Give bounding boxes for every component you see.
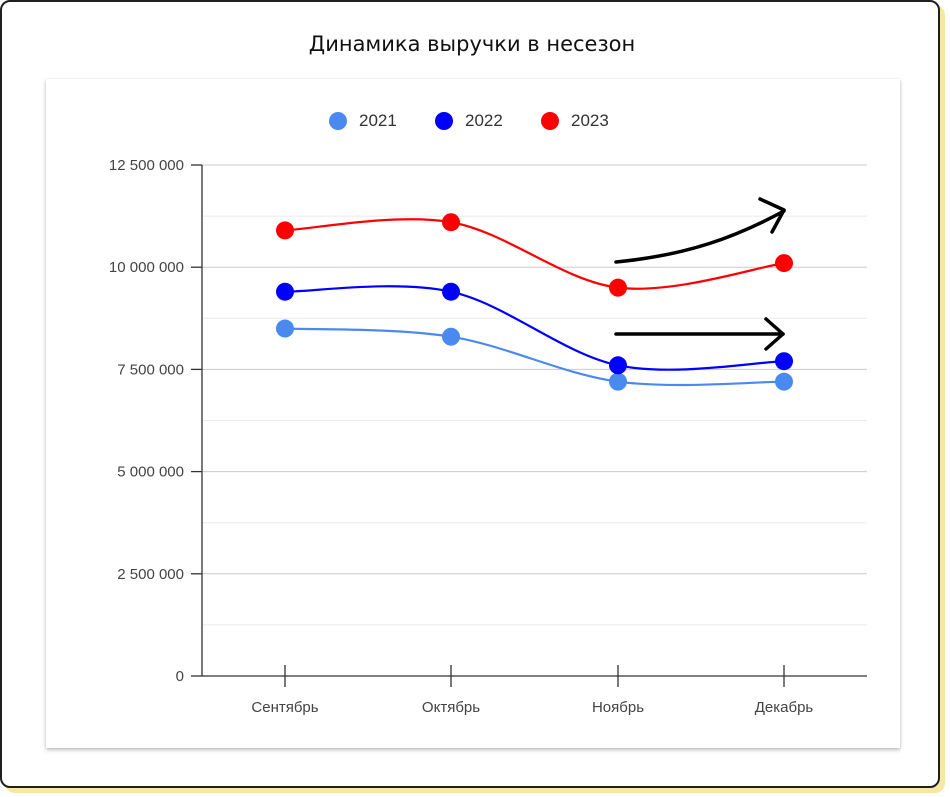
data-point-2022[interactable] [609, 356, 627, 375]
series-line-2022 [284, 285, 785, 371]
data-point-2022[interactable] [442, 282, 460, 301]
data-point-2023[interactable] [775, 254, 793, 273]
legend: 2021 2022 2023 [329, 111, 609, 130]
legend-item-2022[interactable]: 2022 [435, 111, 503, 130]
data-point-2021[interactable] [276, 319, 294, 338]
chart-title: Динамика выручки в несезон [308, 32, 636, 56]
y-tick-label: 2 500 000 [117, 566, 184, 583]
series-2022 [276, 282, 793, 375]
data-point-2023[interactable] [442, 213, 460, 232]
chart-frame: Динамика выручки в несезон 0 2 500 000 5 0… [0, 0, 940, 788]
data-point-2023[interactable] [609, 278, 627, 297]
data-point-2021[interactable] [442, 327, 460, 346]
legend-marker [541, 112, 559, 130]
series-2023 [276, 213, 793, 297]
x-tick-label: Ноябрь [592, 699, 644, 716]
series-line-2021 [284, 327, 785, 387]
y-tick-label: 12 500 000 [109, 157, 184, 174]
curved-arrow-shaft [614, 209, 786, 264]
annotation-arrows [614, 197, 786, 351]
legend-label: 2021 [359, 111, 397, 130]
legend-item-2021[interactable]: 2021 [329, 111, 397, 130]
curved-arrow-head [758, 197, 786, 234]
legend-marker [329, 112, 347, 130]
data-point-2021[interactable] [609, 372, 627, 391]
legend-item-2023[interactable]: 2023 [541, 111, 609, 130]
x-tick-label: Октябрь [422, 699, 480, 716]
y-tick-label: 0 [176, 668, 184, 685]
y-tick-label: 10 000 000 [109, 259, 184, 276]
series-line-2023 [284, 218, 785, 290]
x-tick-label: Декабрь [755, 699, 814, 716]
data-point-2022[interactable] [775, 352, 793, 371]
legend-label: 2022 [465, 111, 503, 130]
y-tick-label: 7 500 000 [117, 361, 184, 378]
chart-card: 0 2 500 000 5 000 000 7 500 000 10 000 000 12… [46, 79, 900, 748]
line-chart: 0 2 500 000 5 000 000 7 500 000 10 000 000 12… [109, 111, 867, 716]
data-point-2021[interactable] [775, 372, 793, 391]
x-tick-label: Сентябрь [251, 699, 318, 716]
straight-arrow-head [764, 317, 785, 351]
y-tick-label: 5 000 000 [117, 464, 184, 481]
data-point-2023[interactable] [276, 221, 294, 240]
data-point-2022[interactable] [276, 282, 294, 301]
legend-label: 2023 [571, 111, 609, 130]
legend-marker [435, 112, 453, 130]
gridlines [202, 164, 867, 626]
series-2021 [276, 319, 793, 391]
